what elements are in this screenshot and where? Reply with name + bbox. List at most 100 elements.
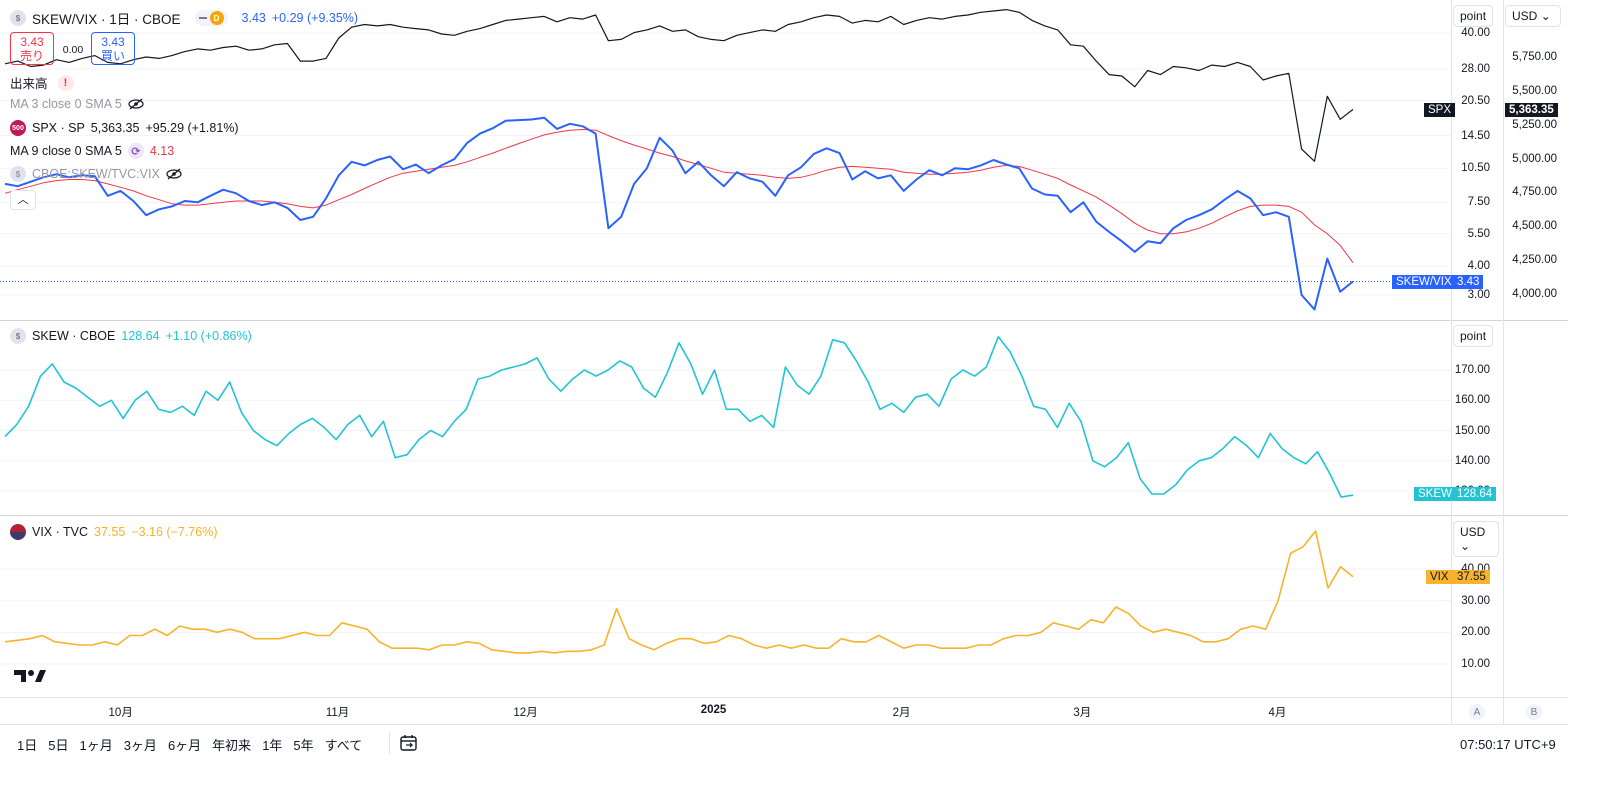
y-tick-label-spx: 4,750.00 [1512,186,1557,199]
x-tick-label: 2025 [700,704,727,716]
x-tick-label: 3月 [1073,707,1092,719]
y-tick-label-spx: 5,500.00 [1512,84,1557,97]
ratio-tag-label: SKEW/VIX [1392,275,1456,289]
axis-b-button[interactable]: B [1526,704,1542,720]
range-button[interactable]: 3ヶ月 [123,738,157,753]
last-price: 3.43 [241,11,266,25]
range-button[interactable]: 1年 [262,738,283,753]
y-tick-label-spx: 4,500.00 [1512,220,1557,233]
tradingview-logo[interactable] [14,668,46,689]
clock-time[interactable]: 07:50:17 UTC+9 [1460,737,1556,752]
skew-tag-value: 128.64 [1453,487,1497,501]
collapse-legend-button[interactable]: ︿ [10,190,36,210]
skew-series-line[interactable] [4,335,1354,498]
spx-change: +95.29 (+1.81%) [145,121,239,135]
range-button[interactable]: 5年 [293,738,314,753]
vix-value: 37.55 [94,525,126,539]
eye-off-icon[interactable] [166,168,182,180]
range-button[interactable]: すべて [324,738,363,753]
interval-pill[interactable]: D [194,10,228,26]
y-tick-label-ratio: 10.50 [1461,162,1490,175]
range-button[interactable]: 1ヶ月 [79,738,113,753]
footer-divider [389,732,390,754]
ratio-symbol: CBOE:SKEW/TVC:VIX [32,167,160,181]
y-tick-label-ratio: 4.00 [1467,259,1490,272]
dollar-icon: $ [10,166,26,182]
currency-button-2[interactable]: USD ⌄ [1453,521,1499,557]
eye-off-icon[interactable] [128,98,144,110]
y-tick-label-spx: 4,000.00 [1512,288,1557,300]
skew-tag-label: SKEW [1414,487,1456,501]
ma9-series-line[interactable] [4,129,1354,263]
y-tick-label-spx: 5,750.00 [1512,51,1557,63]
y-tick-label-skew: 140.00 [1454,454,1490,467]
spx-series-line[interactable] [4,9,1354,162]
vix-label: VIX · TVC [32,525,89,539]
x-tick-label: 11月 [325,707,350,719]
price-axis-border-1 [1451,0,1452,724]
price-change: +0.29 (+9.35%) [271,11,359,25]
buy-label: 買い [100,49,125,63]
y-tick-label-spx: 5,250.00 [1512,118,1557,131]
y-tick-label-spx: 5,000.00 [1512,152,1557,165]
range-button[interactable]: 1日 [17,738,38,753]
x-tick-label: 10月 [108,707,133,719]
vix-legend[interactable]: VIX · TVC 37.55 −3.16 (−7.76%) [10,524,217,540]
ma9-label: MA 9 close 0 SMA 5 [10,144,122,158]
volume-legend[interactable]: 出来高 ! [10,73,74,92]
ma9-value: 4.13 [149,144,175,158]
range-button[interactable]: 6ヶ月 [167,738,202,753]
right-price-axis[interactable]: 5,750.00 5,500.00 5,250.00 5,000.00 4,750.00… [1497,0,1557,320]
tv-logo-icon [14,670,46,682]
interval-badge: D [209,11,224,25]
spx-value: 5,363.35 [90,121,140,135]
refresh-icon[interactable]: ⟳ [127,143,144,159]
skew-legend[interactable]: $ SKEW · CBOE 128.64 +1.10 (+0.86%) [10,328,252,344]
range-button[interactable]: 5日 [48,738,69,753]
y-tick-label-vix: 20.00 [1461,626,1490,639]
skew-value: 128.64 [121,329,160,343]
sell-label: 売り [19,49,44,63]
y-tick-label-ratio: 7.50 [1467,196,1490,209]
spx-tag-value: 5,363.35 [1505,103,1558,117]
ratio-tag-value: 3.43 [1453,275,1484,289]
scale-mode-button-2[interactable]: point [1453,325,1494,347]
pane-divider-1[interactable] [0,320,1568,321]
buy-button[interactable]: 3.43 買い [91,32,135,65]
calendar-range-icon[interactable] [399,734,419,752]
vix-change: −3.16 (−7.76%) [131,525,218,539]
currency-button[interactable]: USD ⌄ [1505,5,1561,27]
spx-label: SPX · SP [32,121,85,135]
y-tick-label-ratio: 20.50 [1461,94,1490,107]
sell-price: 3.43 [20,35,44,49]
ratio-legend[interactable]: $ CBOE:SKEW/TVC:VIX [10,166,182,182]
chevron-down-icon: ⌄ [1540,9,1551,23]
symbol-title[interactable]: SKEW/VIX · 1日 · CBOE [32,12,181,27]
x-tick-label: 12月 [513,707,538,719]
y-tick-label-skew: 150.00 [1454,424,1490,437]
range-selector[interactable]: 1日 5日 1ヶ月 3ヶ月 6ヶ月 年初来 1年 5年 すべて [17,735,362,754]
y-tick-label-skew: 170.00 [1454,364,1490,376]
spx-tag-label: SPX [1424,103,1456,117]
spx-legend[interactable]: 500 SPX · SP 5,363.35 +95.29 (+1.81%) [10,120,239,136]
price-axis-border-2 [1503,0,1504,724]
spx-badge: 500 [10,120,26,136]
currency-label: USD [1512,9,1538,23]
skew-change: +1.10 (+0.86%) [165,329,252,343]
scale-mode-button[interactable]: point [1453,5,1494,27]
warning-icon[interactable]: ! [57,74,74,91]
ma9-legend[interactable]: MA 9 close 0 SMA 5 ⟳ 4.13 [10,143,174,159]
axis-a-button[interactable]: A [1469,704,1485,720]
pane-divider-2[interactable] [0,515,1568,516]
chevron-up-icon: ︿ [17,194,29,206]
range-button[interactable]: 年初来 [212,738,252,753]
ma3-legend[interactable]: MA 3 close 0 SMA 5 [10,97,144,111]
y-tick-label-ratio: 40.00 [1461,27,1490,39]
vix-series-line[interactable] [4,530,1354,654]
y-tick-label-ratio: 3.00 [1467,289,1490,301]
time-axis[interactable]: 10月 11月 12月 2025 2月 3月 4月 [0,704,1451,720]
y-tick-label-vix: 30.00 [1461,594,1490,607]
sell-button[interactable]: 3.43 売り [10,32,54,65]
ratio-series-line[interactable] [4,116,1354,311]
